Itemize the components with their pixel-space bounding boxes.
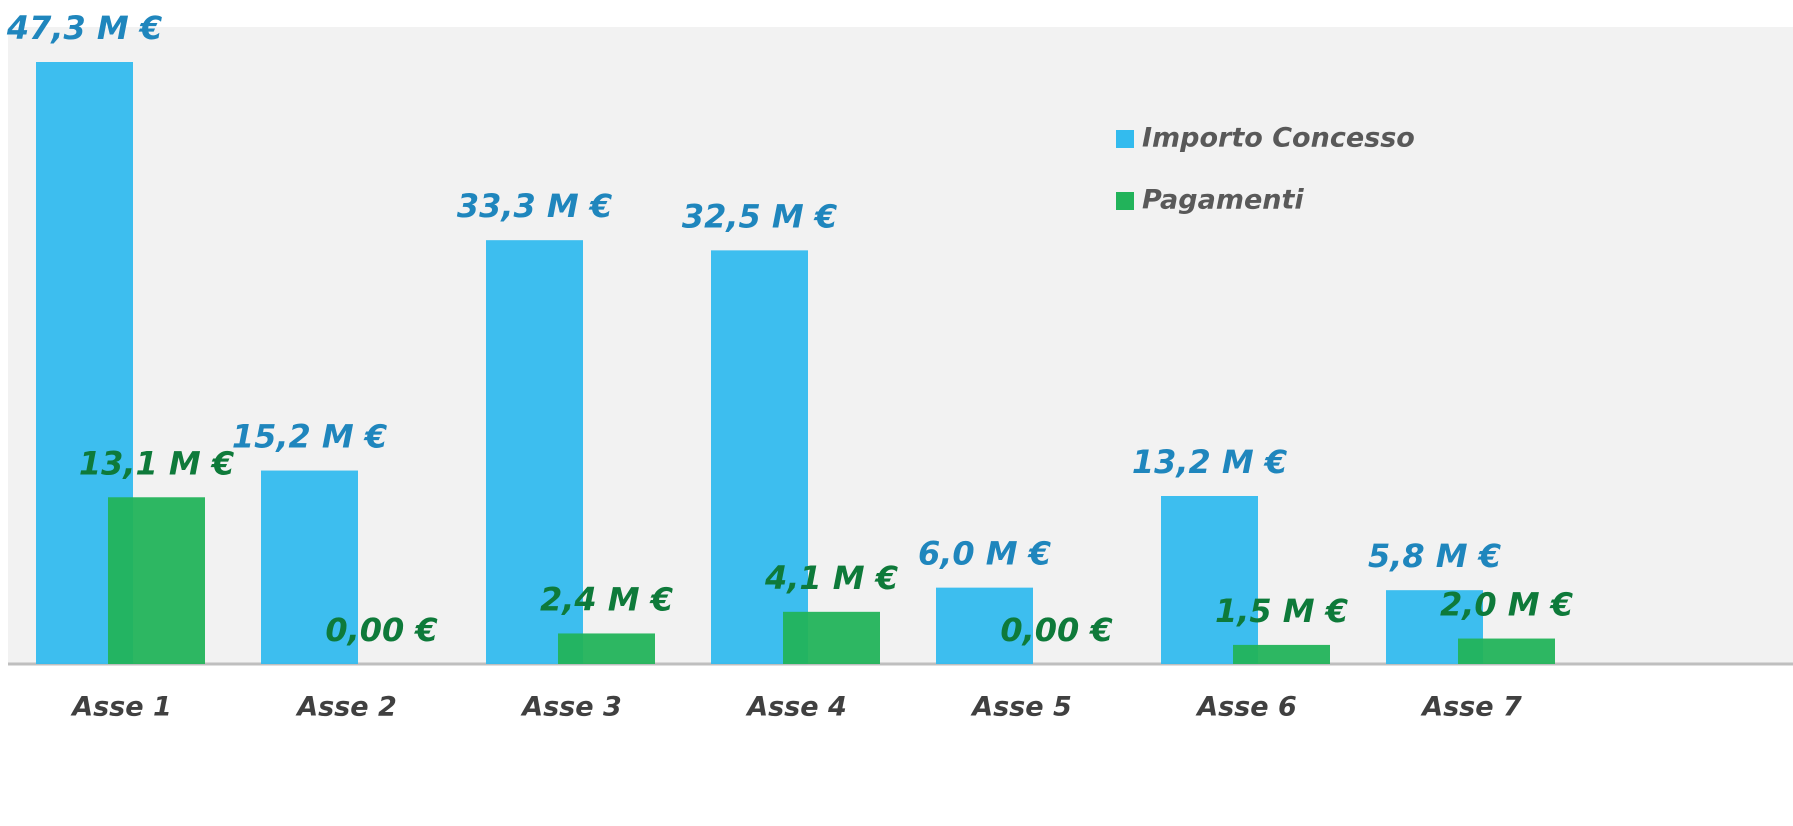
value-label: 13,2 M €	[1132, 443, 1287, 481]
legend-label: Importo Concesso	[1142, 123, 1415, 154]
value-label: 47,3 M €	[6, 9, 162, 47]
x-tick-label: Asse 1	[70, 692, 172, 723]
x-tick-label: Asse 3	[520, 692, 622, 723]
bar	[261, 470, 358, 664]
x-tick-label: Asse 5	[970, 692, 1072, 723]
value-label: 4,1 M €	[764, 559, 898, 597]
value-label: 1,5 M €	[1215, 592, 1348, 630]
value-label: 13,1 M €	[79, 444, 234, 482]
x-tick-label: Asse 2	[295, 692, 397, 723]
value-label: 33,3 M €	[457, 187, 612, 225]
x-tick-label: Asse 7	[1420, 692, 1522, 723]
bar	[1233, 644, 1330, 664]
legend-label: Pagamenti	[1142, 185, 1304, 216]
legend-swatch	[1116, 192, 1134, 210]
value-label: 6,0 M €	[918, 535, 1051, 573]
bar	[783, 611, 880, 664]
value-label: 5,8 M €	[1368, 537, 1501, 575]
bar	[108, 497, 205, 664]
value-label: 0,00 €	[1000, 611, 1112, 649]
value-label: 2,4 M €	[540, 580, 673, 618]
bar	[1458, 638, 1555, 664]
value-label: 15,2 M €	[232, 418, 387, 456]
x-tick-label: Asse 4	[745, 692, 847, 723]
bar	[486, 240, 583, 664]
bar	[711, 250, 808, 664]
value-label: 2,0 M €	[1440, 586, 1573, 624]
x-tick-label: Asse 6	[1195, 692, 1297, 723]
bar	[1161, 496, 1258, 664]
bar	[558, 633, 655, 664]
value-label: 32,5 M €	[682, 197, 837, 235]
value-label: 0,00 €	[325, 611, 437, 649]
legend-swatch	[1116, 130, 1134, 148]
bar	[936, 587, 1033, 664]
